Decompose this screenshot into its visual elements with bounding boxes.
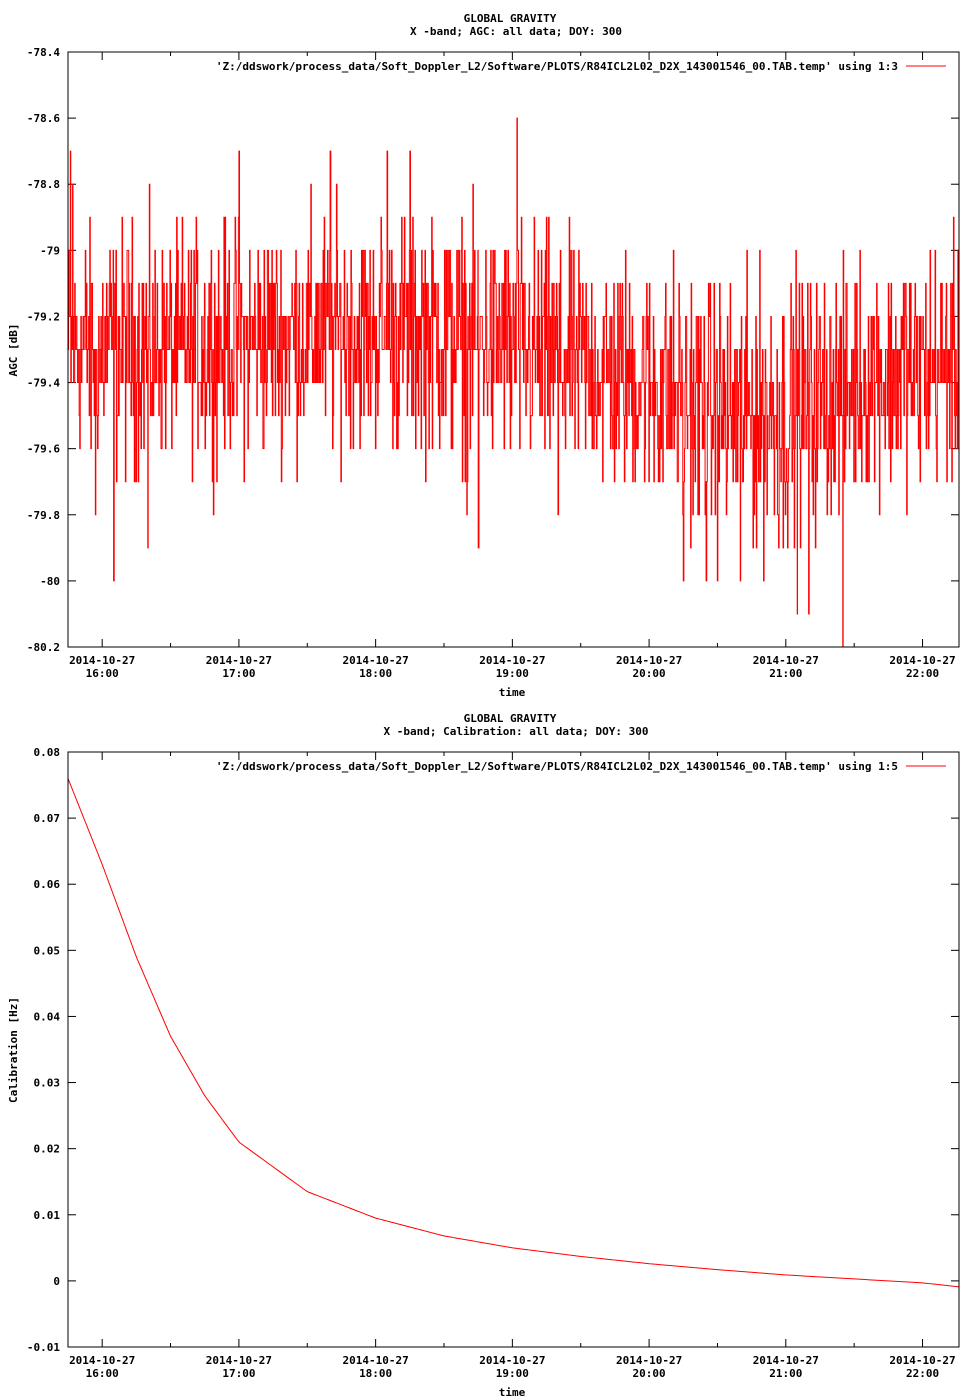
- calibration-x-tick-time: 22:00: [906, 1367, 939, 1380]
- agc-y-tick-label: -79.8: [27, 509, 60, 522]
- agc-x-tick-time: 22:00: [906, 667, 939, 680]
- calibration-plot-frame: [67, 751, 960, 1348]
- calibration-y-tick-label: 0.01: [34, 1209, 61, 1222]
- agc-x-axis-label: time: [499, 686, 526, 699]
- agc-y-tick-label: -79.4: [27, 377, 60, 390]
- calibration-legend-label: 'Z:/ddswork/process_data/Soft_Doppler_L2…: [216, 760, 898, 773]
- calibration-chart: GLOBAL GRAVITY X -band; Calibration: all…: [7, 712, 960, 1399]
- agc-x-tick-time: 20:00: [633, 667, 666, 680]
- calibration-x-tick-time: 18:00: [359, 1367, 392, 1380]
- calibration-x-tick-date: 2014-10-27: [616, 1354, 682, 1367]
- calibration-y-tick-label: 0.08: [34, 746, 61, 759]
- agc-x-tick-date: 2014-10-27: [753, 654, 819, 667]
- agc-x-tick-date: 2014-10-27: [479, 654, 545, 667]
- agc-y-tick-label: -79.2: [27, 310, 60, 323]
- calibration-y-axis-label: Calibration [Hz]: [7, 997, 20, 1103]
- agc-x-tick-time: 17:00: [222, 667, 255, 680]
- agc-y-tick-label: -79: [40, 244, 60, 257]
- agc-y-tick-label: -80: [40, 575, 60, 588]
- agc-x-tick-time: 18:00: [359, 667, 392, 680]
- agc-x-tick-date: 2014-10-27: [889, 654, 955, 667]
- agc-legend-label: 'Z:/ddswork/process_data/Soft_Doppler_L2…: [216, 60, 898, 73]
- calibration-plot-area: [67, 778, 960, 1288]
- agc-y-tick-label: -78.8: [27, 178, 60, 191]
- agc-x-tick-time: 21:00: [769, 667, 802, 680]
- calibration-y-tick-label: 0.02: [34, 1143, 61, 1156]
- agc-axis-ticks: -78.4 -78.6 -78.8 -79 -79.2 -79.4 -79.6 -79.8 -8…: [27, 46, 959, 680]
- calibration-y-tick-label: 0.07: [34, 812, 61, 825]
- agc-x-tick-date: 2014-10-27: [206, 654, 272, 667]
- calibration-axis-ticks: 0.08 0.07 0.06 0.05 0.04 0.03 0.02 0.01 0 -0.01 20…: [27, 746, 959, 1380]
- calibration-y-tick-label: 0.05: [34, 944, 61, 957]
- agc-x-tick-date: 2014-10-27: [616, 654, 682, 667]
- agc-y-tick-label: -78.4: [27, 46, 60, 59]
- calibration-x-tick-date: 2014-10-27: [343, 1354, 409, 1367]
- calibration-y-tick-label: 0.03: [34, 1077, 61, 1090]
- calibration-y-tick-label: 0.04: [34, 1010, 61, 1023]
- agc-y-axis-label: AGC [dB]: [7, 324, 20, 377]
- calibration-x-tick-time: 17:00: [222, 1367, 255, 1380]
- calibration-y-tick-label: 0: [53, 1275, 60, 1288]
- calibration-x-tick-date: 2014-10-27: [69, 1354, 135, 1367]
- calibration-x-tick-time: 21:00: [769, 1367, 802, 1380]
- agc-x-tick-date: 2014-10-27: [343, 654, 409, 667]
- calibration-x-tick-time: 16:00: [86, 1367, 119, 1380]
- calibration-x-tick-date: 2014-10-27: [479, 1354, 545, 1367]
- calibration-x-tick-time: 19:00: [496, 1367, 529, 1380]
- agc-series-line: [68, 117, 960, 648]
- agc-x-tick-time: 19:00: [496, 667, 529, 680]
- calibration-x-tick-time: 20:00: [633, 1367, 666, 1380]
- agc-y-tick-label: -79.6: [27, 443, 60, 456]
- agc-x-tick-date: 2014-10-27: [69, 654, 135, 667]
- calibration-x-tick-date: 2014-10-27: [753, 1354, 819, 1367]
- calibration-y-tick-label: -0.01: [27, 1341, 60, 1354]
- agc-plot-area: [68, 117, 960, 648]
- agc-chart: GLOBAL GRAVITY X -band; AGC: all data; D…: [7, 12, 960, 699]
- agc-x-tick-time: 16:00: [86, 667, 119, 680]
- calibration-x-axis-label: time: [499, 1386, 526, 1399]
- calibration-series-line: [67, 778, 960, 1288]
- calibration-y-tick-label: 0.06: [34, 878, 61, 891]
- calibration-chart-title: GLOBAL GRAVITY: [464, 712, 557, 725]
- calibration-chart-subtitle: X -band; Calibration: all data; DOY: 300: [384, 725, 649, 738]
- agc-y-tick-label: -78.6: [27, 112, 60, 125]
- agc-chart-title: GLOBAL GRAVITY: [464, 12, 557, 25]
- calibration-x-tick-date: 2014-10-27: [206, 1354, 272, 1367]
- agc-chart-subtitle: X -band; AGC: all data; DOY: 300: [410, 25, 622, 38]
- calibration-x-tick-date: 2014-10-27: [889, 1354, 955, 1367]
- agc-plot-frame: [67, 51, 960, 648]
- agc-y-tick-label: -80.2: [27, 641, 60, 654]
